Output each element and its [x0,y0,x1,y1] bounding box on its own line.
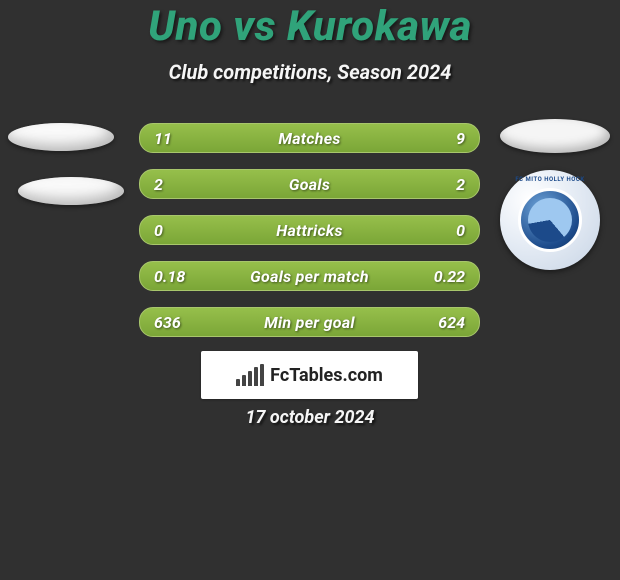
season-subtitle: Club competitions, Season 2024 [0,60,620,84]
branding-text: FcTables.com [270,365,383,386]
bars-icon [236,364,264,386]
stat-left-value: 0 [140,221,220,240]
stat-left-value: 11 [140,129,220,148]
player-right-badge-oval [500,119,610,153]
club-crest: FC MITO HOLLY HOCK [500,170,600,270]
stat-right-value: 0 [399,221,479,240]
stat-label: Goals per match [220,267,399,286]
player-left-silhouette-top [8,123,114,151]
stat-row-goals-per-match: 0.18 Goals per match 0.22 [139,261,480,291]
stat-left-value: 2 [140,175,220,194]
stat-left-value: 636 [140,313,220,332]
stat-right-value: 624 [399,313,479,332]
club-crest-inner [518,188,582,252]
stat-right-value: 2 [399,175,479,194]
stat-label: Matches [220,129,399,148]
club-crest-label: FC MITO HOLLY HOCK [500,176,600,183]
page-title: Uno vs Kurokawa [0,2,620,51]
stat-row-goals: 2 Goals 2 [139,169,480,199]
stat-right-value: 9 [399,129,479,148]
date-generated: 17 october 2024 [0,407,620,428]
stat-row-hattricks: 0 Hattricks 0 [139,215,480,245]
stat-row-matches: 11 Matches 9 [139,123,480,153]
stat-label: Min per goal [220,313,399,332]
fctables-link[interactable]: FcTables.com [201,351,418,399]
stat-label: Goals [220,175,399,194]
stat-left-value: 0.18 [140,267,220,286]
stat-row-min-per-goal: 636 Min per goal 624 [139,307,480,337]
stat-label: Hattricks [220,221,399,240]
player-left-silhouette-bottom [18,177,124,205]
stat-right-value: 0.22 [399,267,479,286]
